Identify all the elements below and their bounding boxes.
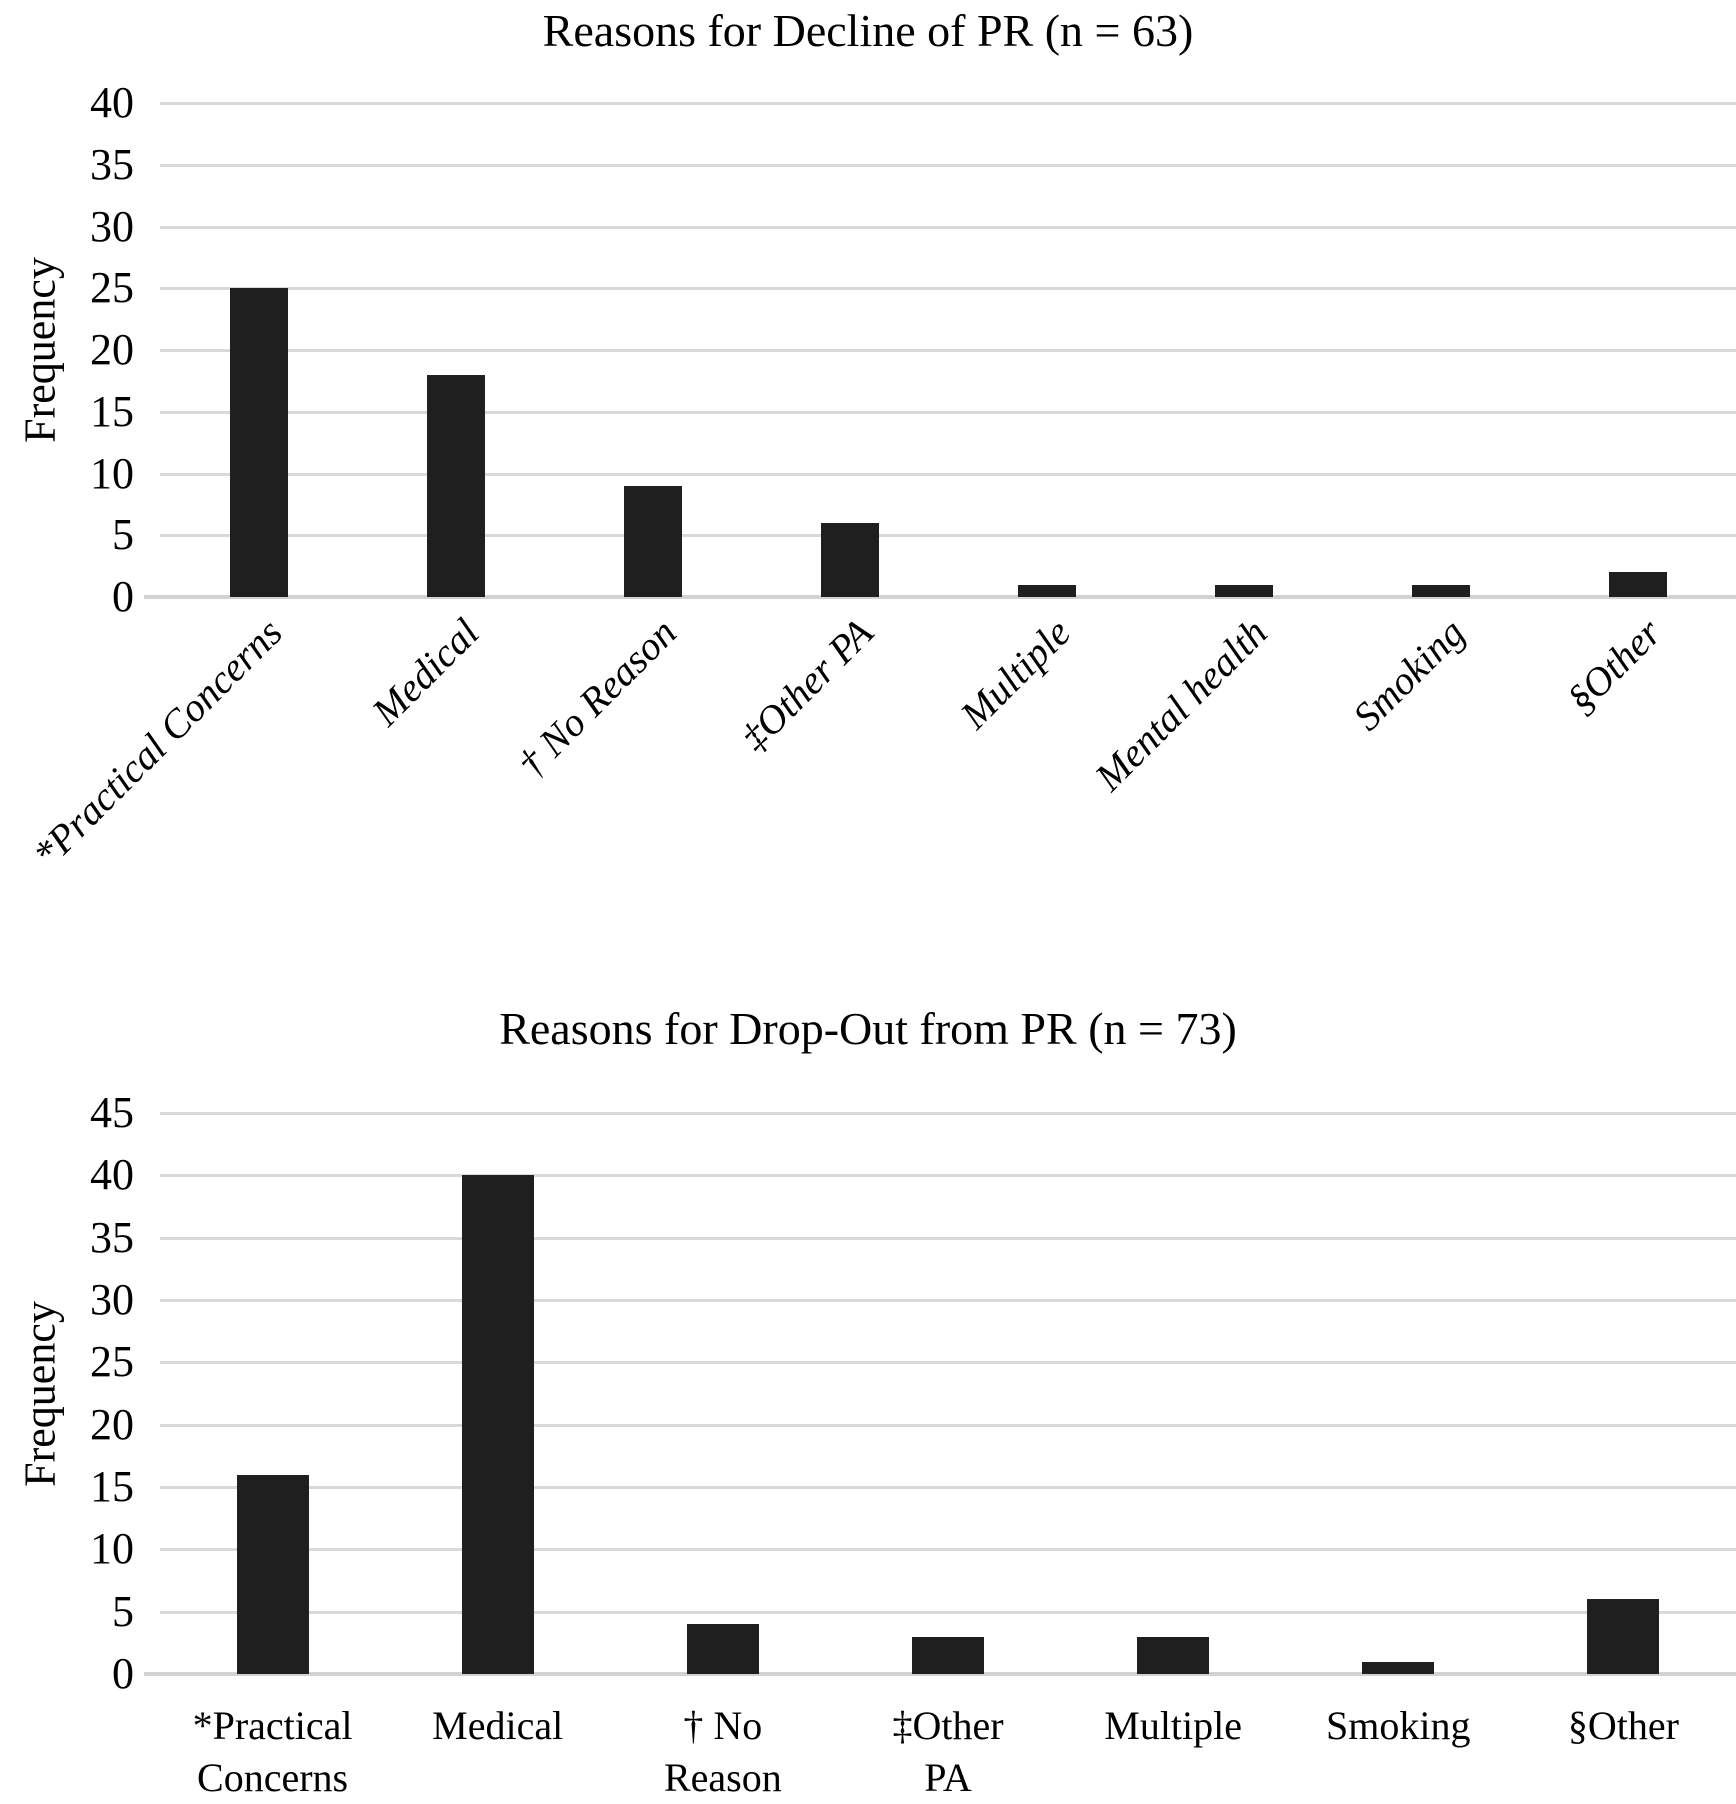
x-category-label-4: Multiple: [951, 609, 1080, 738]
bar-dropout-0: [236, 1474, 309, 1674]
bar-dropout-2: [686, 1624, 759, 1674]
gridline-y-40: [160, 102, 1736, 105]
gridline-y-15: [160, 410, 1736, 414]
y-tick-label-40: 40: [90, 78, 134, 127]
x-category-label-3: ‡Other PA: [732, 609, 883, 760]
gridline-y-5: [160, 534, 1736, 538]
y-tick-label-15: 15: [90, 386, 134, 436]
y-tick-label-0: 0: [112, 572, 134, 621]
gridline-y-10: [160, 472, 1736, 476]
chart-title: Reasons for Decline of PR (n = 63): [542, 5, 1194, 56]
plot-area: [144, 102, 1736, 599]
bar-decline-0: [229, 288, 288, 597]
x-category-label-3: ‡Other PA: [892, 1703, 1004, 1800]
gridline-y-35: [160, 163, 1736, 167]
gridline-y-15: [160, 1486, 1736, 1489]
bar-dropout-5: [1362, 1661, 1435, 1674]
x-category-label-6: Smoking: [1343, 609, 1474, 739]
x-category-label-6: §Other: [1567, 1703, 1679, 1748]
gridline-y-20: [160, 349, 1736, 352]
bar-dropout-1: [461, 1175, 534, 1674]
y-axis-title: Frequency: [15, 1300, 65, 1487]
y-tick-label-15: 15: [90, 1462, 134, 1511]
bar-decline-6: [1411, 584, 1470, 597]
y-tick-label-10: 10: [90, 1524, 134, 1574]
y-tick-label-0: 0: [112, 1649, 134, 1698]
gridline-y-45: [160, 1112, 1736, 1115]
bar-decline-3: [820, 522, 879, 597]
gridline-y-40: [160, 1174, 1736, 1178]
gridline-y-30: [160, 225, 1736, 229]
chart-decline-of-pr: Reasons for Decline of PR (n = 63) Frequ…: [16, 5, 1736, 960]
gridline-y-5: [160, 1610, 1736, 1614]
x-axis-line: [144, 1672, 1736, 1676]
y-tick-label-20: 20: [90, 325, 134, 374]
bar-dropout-4: [1137, 1636, 1210, 1674]
x-category-label-0: *Practical Concerns: [192, 1703, 353, 1800]
y-tick-label-10: 10: [90, 448, 134, 498]
gridline-y-10: [160, 1548, 1736, 1552]
y-tick-label-25: 25: [90, 263, 134, 313]
x-axis-labels: *Practical Concerns Medical † No Reason ‡Ot…: [160, 1674, 1736, 1800]
bar-decline-2: [623, 485, 682, 597]
x-category-label-1: Medical: [363, 609, 489, 735]
bar-dropout-6: [1587, 1599, 1660, 1674]
x-category-label-2: † No Reason: [663, 1703, 782, 1800]
x-category-label-7: §Other: [1558, 609, 1671, 722]
y-tick-label-5: 5: [112, 510, 134, 560]
gridline-y-25: [160, 287, 1736, 291]
y-tick-label-20: 20: [90, 1399, 134, 1449]
bar-decline-5: [1214, 584, 1273, 597]
x-axis-labels: *Practical Concerns Medical † No Reason ‡Ot…: [24, 597, 1736, 960]
y-tick-label-45: 45: [90, 1088, 134, 1137]
y-tick-label-5: 5: [112, 1586, 134, 1636]
gridline-y-20: [160, 1423, 1736, 1427]
x-axis-line: [144, 595, 1736, 599]
bar-decline-7: [1608, 572, 1667, 597]
x-category-label-2: † No Reason: [508, 609, 686, 787]
chart-dropout-from-pr: Reasons for Drop-Out from PR (n = 73) Fr…: [0, 960, 1736, 1800]
gridline-y-30: [160, 1299, 1736, 1302]
x-category-label-1: Medical: [432, 1703, 564, 1748]
y-tick-label-30: 30: [90, 201, 134, 251]
chart-title: Reasons for Drop-Out from PR (n = 73): [499, 1003, 1237, 1054]
x-category-label-0: *Practical Concerns: [24, 609, 292, 877]
plot-area: [144, 1112, 1736, 1676]
y-tick-label-40: 40: [90, 1150, 134, 1200]
x-category-label-5: Smoking: [1326, 1703, 1471, 1748]
y-tick-label-35: 35: [90, 139, 134, 189]
y-tick-label-35: 35: [90, 1212, 134, 1262]
x-category-label-5: Mental health: [1086, 609, 1277, 800]
gridline-y-35: [160, 1236, 1736, 1240]
bar-decline-1: [426, 374, 485, 597]
bar-dropout-3: [912, 1636, 984, 1674]
y-tick-label-30: 30: [90, 1275, 134, 1324]
y-tick-label-25: 25: [90, 1337, 134, 1387]
x-category-label-4: Multiple: [1104, 1703, 1243, 1748]
gridline-y-25: [160, 1361, 1736, 1365]
bar-decline-4: [1017, 584, 1076, 597]
